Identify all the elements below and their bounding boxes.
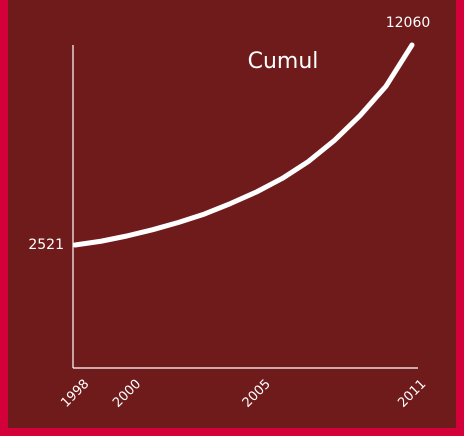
line <box>72 42 415 248</box>
value-label: 2521 <box>28 237 64 253</box>
value-label: 12060 <box>386 15 431 31</box>
chart-title: Cumul <box>248 49 319 74</box>
plot-background <box>8 0 456 428</box>
